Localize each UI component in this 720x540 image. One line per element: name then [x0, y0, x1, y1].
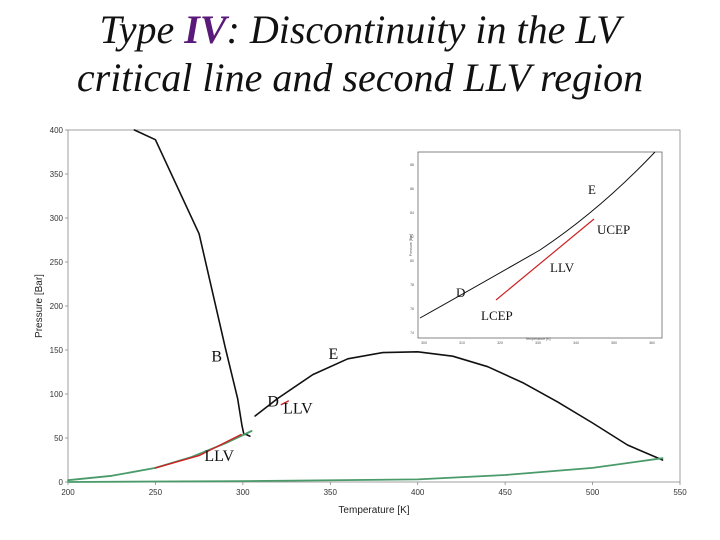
svg-text:360: 360 — [649, 341, 655, 345]
svg-text:320: 320 — [497, 341, 503, 345]
inset-critical-line — [419, 151, 656, 319]
x-tick-label: 550 — [673, 488, 687, 497]
inset-y-label: Pressure [Bar] — [409, 234, 413, 256]
x-tick-label: 500 — [586, 488, 600, 497]
svg-text:74: 74 — [410, 331, 414, 335]
y-tick-label: 0 — [59, 478, 64, 487]
title-line1-rest: : Discontinuity in the LV — [226, 7, 621, 52]
inset-label-lcep: LCEP — [481, 308, 513, 323]
title-roman-numeral: IV — [184, 7, 227, 52]
y-tick-label: 50 — [54, 434, 63, 443]
inset-x-ticks: 300 310 320 330 340 350 360 — [421, 341, 655, 345]
inset-label-ucep: UCEP — [597, 222, 630, 237]
annotation-llv-4: LLV — [204, 448, 234, 465]
svg-text:88: 88 — [410, 163, 414, 167]
title-line-1: Type IV: Discontinuity in the LV — [0, 6, 720, 54]
annotation-b-0: B — [211, 348, 222, 365]
x-tick-label: 450 — [498, 488, 512, 497]
svg-text:350: 350 — [611, 341, 617, 345]
series-line-black-0 — [133, 129, 251, 437]
inset-llv-line — [495, 218, 595, 301]
y-axis-label: Pressure [Bar] — [34, 274, 45, 338]
y-tick-label: 150 — [50, 346, 64, 355]
svg-text:310: 310 — [459, 341, 465, 345]
x-axis-label: Temperature [K] — [338, 505, 409, 516]
svg-text:340: 340 — [573, 341, 579, 345]
title-prefix: Type — [99, 7, 185, 52]
y-tick-label: 300 — [50, 214, 64, 223]
svg-text:78: 78 — [410, 283, 414, 287]
inset-label-e: E — [588, 182, 596, 197]
svg-text:76: 76 — [410, 307, 414, 311]
x-tick-label: 200 — [61, 488, 75, 497]
y-tick-label: 200 — [50, 302, 64, 311]
svg-text:330: 330 — [535, 341, 541, 345]
series-line-green-3 — [67, 457, 664, 483]
x-tick-label: 400 — [411, 488, 425, 497]
inset-frame — [417, 151, 663, 339]
x-tick-label: 300 — [236, 488, 250, 497]
slide-title: Type IV: Discontinuity in the LV critica… — [0, 6, 720, 102]
annotation-e-1: E — [329, 346, 339, 363]
x-tick-label: 250 — [149, 488, 163, 497]
inset-x-label: Temperature [K] — [526, 337, 551, 341]
series-line-red-5 — [280, 400, 289, 406]
inset-chart: 88 86 84 82 80 78 76 74 300 310 320 330 … — [409, 151, 663, 345]
inset-label-llv: LLV — [550, 260, 575, 275]
annotation-llv-3: LLV — [283, 400, 313, 417]
series-layer — [67, 129, 664, 483]
svg-text:300: 300 — [421, 341, 427, 345]
series-line-red-4 — [154, 433, 242, 469]
y-tick-label: 350 — [50, 170, 64, 179]
svg-text:80: 80 — [410, 259, 414, 263]
tick-layer: 200 250 300 350 400 450 500 550 0 50 100 150 200 250 3… — [50, 126, 688, 497]
title-line-2: critical line and second LLV region — [76, 55, 644, 100]
svg-text:82: 82 — [410, 235, 414, 239]
svg-text:86: 86 — [410, 187, 414, 191]
y-tick-label: 100 — [50, 390, 64, 399]
inset-label-d: D — [456, 285, 465, 300]
y-tick-label: 250 — [50, 258, 64, 267]
x-tick-label: 350 — [324, 488, 338, 497]
series-line-black-1 — [254, 351, 664, 461]
y-tick-label: 400 — [50, 126, 64, 135]
annotation-d-2: D — [267, 393, 279, 410]
inset-y-ticks: 88 86 84 82 80 78 76 74 — [410, 163, 414, 335]
svg-text:84: 84 — [410, 211, 414, 215]
